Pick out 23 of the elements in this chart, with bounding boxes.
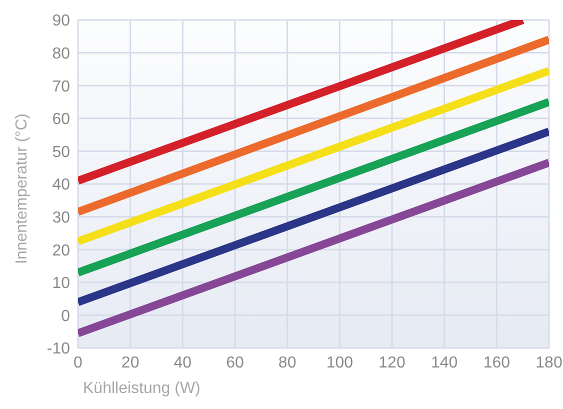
y-tick-label: 20 bbox=[52, 242, 70, 260]
x-tick-label: 0 bbox=[74, 354, 83, 372]
y-tick-label: 50 bbox=[52, 144, 70, 161]
x-tick-label: 60 bbox=[226, 354, 244, 372]
x-tick-label: 80 bbox=[278, 354, 296, 372]
y-tick-label: 60 bbox=[52, 111, 70, 128]
y-tick-label: 0 bbox=[61, 308, 70, 325]
y-tick-label: 40 bbox=[52, 176, 70, 194]
x-tick-label: 180 bbox=[536, 354, 562, 372]
x-tick-label: 120 bbox=[378, 354, 406, 372]
x-tick-label: 140 bbox=[430, 354, 458, 372]
y-tick-label: 10 bbox=[52, 275, 70, 292]
x-axis-title: Kühlleistung (W) bbox=[83, 380, 200, 397]
x-tick-label: 20 bbox=[121, 354, 140, 372]
y-tick-label: 90 bbox=[52, 12, 70, 30]
y-tick-label: 80 bbox=[52, 45, 70, 62]
x-tick-label: 160 bbox=[483, 354, 510, 372]
y-axis-title: Innentemperatur (°C) bbox=[14, 114, 31, 264]
y-tick-label: -10 bbox=[46, 340, 70, 358]
x-tick-label: 40 bbox=[174, 354, 192, 372]
x-tick-label: 100 bbox=[326, 354, 354, 372]
y-tick-label: 30 bbox=[52, 209, 70, 226]
y-tick-label: 70 bbox=[52, 78, 70, 96]
